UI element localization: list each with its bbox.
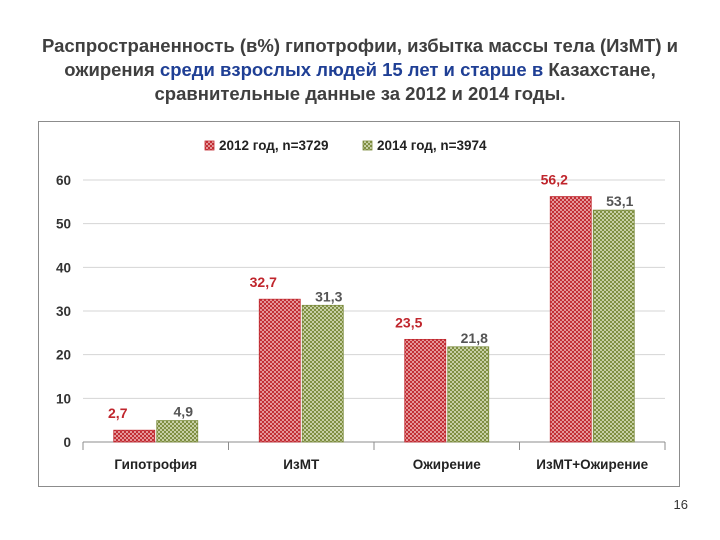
bar — [301, 304, 344, 443]
data-label: 31,3 — [315, 288, 342, 304]
y-tick-label: 50 — [56, 217, 71, 232]
y-tick-label: 30 — [56, 304, 71, 319]
legend-entry: 2014 год, n=3974 — [377, 138, 487, 153]
bar — [113, 429, 156, 443]
data-label: 2,7 — [108, 405, 128, 421]
data-label: 53,1 — [606, 193, 633, 209]
chart-legend: 2012 год, n=3729 2014 год, n=3974 — [204, 138, 487, 153]
bar — [549, 196, 592, 443]
y-tick-label: 10 — [56, 391, 71, 406]
title-text-2: Казахстане, сравнительные данные за 2012… — [154, 59, 656, 104]
page-number: 16 — [673, 497, 688, 512]
y-tick-label: 60 — [56, 173, 71, 188]
bar — [258, 298, 301, 443]
legend-swatch — [204, 140, 215, 151]
data-label: 32,7 — [250, 274, 277, 290]
title-text-highlight: среди взрослых людей 15 лет и старше в — [159, 59, 544, 80]
slide-title: Распространенность (в%) гипотрофии, избы… — [20, 34, 700, 106]
chart-frame: 0 10 20 30 40 50 60 2,7 4,9 32,7 31,3 23,5 21,8 56,2… — [38, 121, 680, 487]
x-category-label: ИзМТ+Ожирение — [536, 457, 648, 472]
x-category-label: Гипотрофия — [114, 457, 197, 472]
bar-chart: 0 10 20 30 40 50 60 2,7 4,9 32,7 31,3 23,5 21,8 56,2… — [56, 138, 666, 472]
y-tick-label: 40 — [56, 260, 71, 275]
legend-swatch — [362, 140, 373, 151]
bar — [447, 346, 490, 443]
y-tick-label: 0 — [63, 435, 71, 450]
bar — [404, 338, 447, 443]
x-category-label: Ожирение — [413, 457, 482, 472]
legend-entry: 2012 год, n=3729 — [219, 138, 329, 153]
x-category-label: ИзМТ — [283, 457, 320, 472]
data-label: 21,8 — [461, 330, 488, 346]
title-text-1: Распространенность (в%) гипотрофии, избы… — [41, 35, 679, 80]
bar — [592, 209, 635, 443]
data-label: 4,9 — [174, 404, 194, 420]
data-label: 56,2 — [541, 172, 568, 188]
y-tick-label: 20 — [56, 348, 71, 363]
bar — [156, 420, 199, 443]
data-label: 23,5 — [395, 314, 422, 330]
